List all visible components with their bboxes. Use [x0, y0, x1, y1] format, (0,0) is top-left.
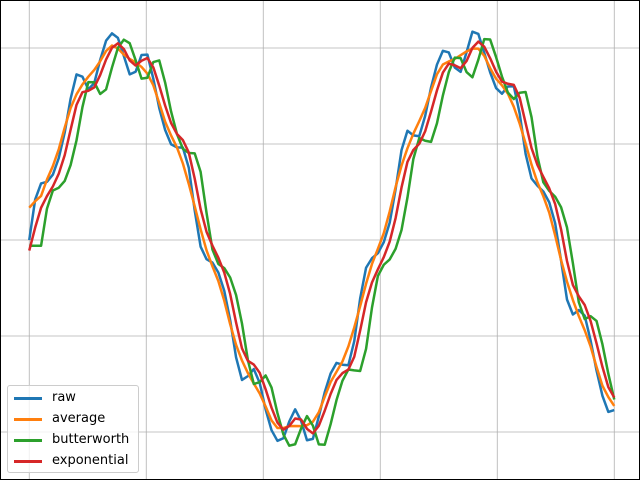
- legend-swatch-raw: [14, 397, 42, 400]
- series-lines: [28, 30, 616, 447]
- series-line-butterworth: [29, 37, 616, 447]
- legend-label-average: average: [52, 411, 106, 426]
- legend-label-butterworth: butterworth: [52, 432, 130, 447]
- legend-item-average: average: [8, 409, 138, 429]
- legend-swatch-average: [14, 418, 42, 421]
- legend-item-exponential: exponential: [8, 451, 138, 471]
- legend-swatch-exponential: [14, 460, 42, 463]
- legend-label-raw: raw: [52, 390, 76, 405]
- legend-item-butterworth: butterworth: [8, 430, 138, 450]
- legend-swatch-butterworth: [14, 439, 42, 442]
- legend-item-raw: raw: [8, 388, 138, 408]
- legend-label-exponential: exponential: [52, 453, 129, 468]
- legend: raw average butterworth exponential: [7, 385, 139, 473]
- series-line-exponential: [28, 40, 616, 435]
- series-line-average: [28, 44, 616, 430]
